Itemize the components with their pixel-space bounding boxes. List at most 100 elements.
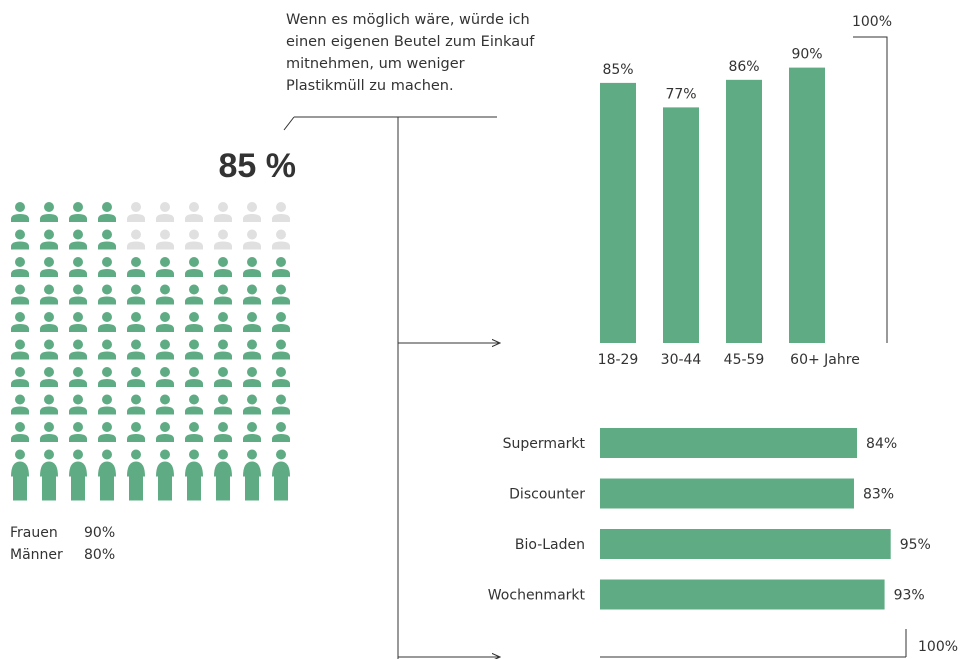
age-category-label: 30-44 bbox=[661, 352, 702, 368]
person-icon-filled bbox=[156, 312, 174, 332]
age-axis-bracket bbox=[853, 36, 888, 343]
headline-percentage: 85 % bbox=[218, 147, 297, 185]
person-icon-filled bbox=[185, 394, 203, 415]
person-icon-filled bbox=[156, 367, 174, 387]
person-icon-filled bbox=[98, 422, 116, 442]
person-icon-filled bbox=[40, 312, 58, 332]
person-icon-filled bbox=[127, 312, 145, 332]
age-bar bbox=[789, 67, 825, 343]
person-icon-filled bbox=[214, 312, 232, 332]
person-icon-filled bbox=[69, 394, 87, 415]
person-icon-filled bbox=[98, 339, 116, 360]
person-icon-empty bbox=[127, 202, 145, 222]
person-icon-filled bbox=[127, 339, 145, 360]
person-icon-filled bbox=[98, 284, 116, 305]
person-icon-filled bbox=[69, 449, 87, 501]
person-icon-filled bbox=[127, 394, 145, 415]
person-icon-filled bbox=[98, 367, 116, 387]
age-axis-max-label: 100% bbox=[852, 14, 892, 30]
person-icon-filled bbox=[127, 367, 145, 387]
age-bar bbox=[726, 79, 762, 343]
person-icon-filled bbox=[156, 339, 174, 360]
person-icon-filled bbox=[40, 367, 58, 387]
store-bar bbox=[600, 579, 885, 610]
person-icon-empty bbox=[243, 229, 261, 250]
person-icon-filled bbox=[214, 367, 232, 387]
person-icon-filled bbox=[243, 339, 261, 360]
person-icon-filled bbox=[11, 422, 29, 442]
age-category-label: 60+ Jahre bbox=[790, 352, 860, 368]
person-icon-filled bbox=[69, 257, 87, 277]
person-icon-filled bbox=[69, 312, 87, 332]
person-icon-filled bbox=[11, 202, 29, 222]
gender-row-maenner: Männer 80% bbox=[10, 544, 115, 566]
gender-value: 90% bbox=[84, 525, 116, 541]
person-icon-filled bbox=[69, 339, 87, 360]
person-icon-filled bbox=[243, 312, 261, 332]
person-icon-filled bbox=[243, 367, 261, 387]
person-icon-filled bbox=[272, 422, 290, 442]
gender-legend: Frauen 90% Männer 80% bbox=[10, 522, 115, 566]
gender-label: Frauen bbox=[10, 525, 58, 541]
person-icon-filled bbox=[272, 339, 290, 360]
person-icon-filled bbox=[185, 284, 203, 305]
person-icon-filled bbox=[11, 367, 29, 387]
store-bar-chart: 100% Supermarkt 84% Discounter 83% Bio-Laden… bbox=[488, 428, 958, 658]
store-bar bbox=[600, 428, 858, 458]
age-category-label: 18-29 bbox=[598, 352, 639, 368]
person-icon-filled bbox=[98, 202, 116, 222]
person-icon-filled bbox=[214, 257, 232, 277]
store-category-label: Bio-Laden bbox=[515, 537, 585, 553]
person-icon-filled bbox=[40, 422, 58, 442]
person-icon-filled bbox=[127, 422, 145, 442]
person-icon-filled bbox=[11, 312, 29, 332]
person-icon-filled bbox=[11, 257, 29, 277]
person-icon-empty bbox=[156, 229, 174, 250]
person-icon-filled bbox=[127, 284, 145, 305]
person-icon-filled bbox=[156, 257, 174, 277]
age-bar-value-label: 85% bbox=[602, 62, 633, 78]
person-icon-filled bbox=[272, 449, 290, 501]
person-icon-filled bbox=[185, 422, 203, 442]
person-icon-empty bbox=[243, 202, 261, 222]
age-bar-chart: 100% 85% 18-29 77% 30-44 86% 45-59 90% 60+ Jahr… bbox=[598, 14, 892, 368]
person-icon-filled bbox=[156, 284, 174, 305]
person-icon-filled bbox=[98, 257, 116, 277]
person-icon-filled bbox=[272, 312, 290, 332]
person-icon-filled bbox=[243, 257, 261, 277]
person-icon-filled bbox=[40, 449, 58, 501]
person-icon-filled bbox=[98, 312, 116, 332]
person-icon-filled bbox=[185, 339, 203, 360]
person-icon-empty bbox=[156, 202, 174, 222]
store-bar-value-label: 93% bbox=[894, 588, 925, 604]
person-icon-filled bbox=[98, 449, 116, 501]
person-icon-filled bbox=[214, 449, 232, 501]
age-category-label: 45-59 bbox=[724, 352, 765, 368]
person-icon-empty bbox=[185, 229, 203, 250]
person-icon-filled bbox=[11, 284, 29, 305]
person-icon-empty bbox=[127, 229, 145, 250]
person-icon-filled bbox=[214, 422, 232, 442]
person-icon-filled bbox=[185, 312, 203, 332]
store-category-label: Supermarkt bbox=[503, 436, 586, 452]
age-bar bbox=[663, 107, 699, 343]
person-icon-filled bbox=[127, 257, 145, 277]
person-icon-filled bbox=[69, 229, 87, 250]
gender-row-frauen: Frauen 90% bbox=[10, 522, 115, 544]
person-icon-filled bbox=[98, 229, 116, 250]
person-icon-filled bbox=[185, 449, 203, 501]
person-icon-filled bbox=[243, 284, 261, 305]
connector-slant bbox=[283, 116, 295, 131]
store-category-label: Wochenmarkt bbox=[488, 588, 586, 604]
person-icon-filled bbox=[11, 339, 29, 360]
person-icon-filled bbox=[243, 449, 261, 501]
person-icon-empty bbox=[214, 202, 232, 222]
person-icon-filled bbox=[272, 394, 290, 415]
store-axis-max-label: 100% bbox=[918, 639, 958, 655]
person-icon-filled bbox=[11, 449, 29, 501]
person-icon-filled bbox=[214, 339, 232, 360]
person-icon-filled bbox=[40, 202, 58, 222]
person-icon-filled bbox=[69, 367, 87, 387]
person-icon-filled bbox=[214, 394, 232, 415]
